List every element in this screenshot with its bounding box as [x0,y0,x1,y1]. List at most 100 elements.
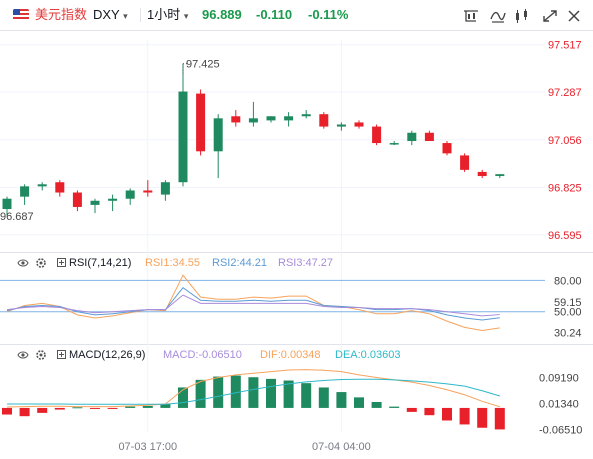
candle-body [301,114,311,117]
rsi-axis-label: 80.00 [554,275,582,287]
candle-body [319,114,329,127]
eye-icon[interactable] [17,348,29,362]
macd-line-dif [6,369,500,408]
interval-selector[interactable]: 1小时 ▾ [147,6,188,25]
rsi-axis-label: 59.15 [554,297,582,309]
price-change: -0.110 [256,7,293,22]
rsi-line-rsi3 [6,294,500,317]
us-flag-icon [13,9,29,21]
candle-body [354,122,364,127]
macd-histogram-bar [283,380,294,408]
high-price-label: 97.425 [186,59,220,71]
price-axis-label: 97.287 [548,87,582,99]
rsi-line-rsi1 [6,274,500,331]
candle-body [231,116,241,123]
candle-body [160,182,170,195]
macd-histogram-bar [125,406,136,408]
chart-type-icon[interactable] [462,8,480,24]
candle-body [389,143,399,145]
macd-histogram-bar [266,378,276,408]
macd-histogram-bar [336,392,347,408]
candle-body [196,93,206,152]
candle-body [495,174,505,177]
macd-histogram-bar [354,397,364,408]
rsi2-value: RSI2:44.21 [212,257,268,269]
indicators-icon[interactable] [489,8,507,24]
macd-histogram-bar [160,403,171,408]
macd-histogram-bar [178,387,188,408]
macd-histogram-bar [37,407,48,413]
expand-icon[interactable] [57,350,66,359]
dea-value: DEA:0.03603 [335,349,401,361]
macd-line-dea [7,378,500,405]
candle-body [424,132,434,141]
time-axis-label: 07-04 04:00 [312,441,371,453]
candle-body [72,192,82,207]
eye-icon[interactable] [17,256,29,270]
macd-histogram-bar [90,407,100,409]
candle-body [284,116,294,121]
symbol-selector[interactable]: DXY ▾ [93,6,128,25]
symbol-label: DXY [93,7,120,22]
chevron-down-icon: ▾ [123,11,128,21]
candle-body [213,118,223,152]
macd-histogram-bar [19,407,30,417]
macd-title: MACD(12,26,9) [69,349,146,361]
candle-body [178,91,188,183]
gear-icon[interactable] [35,348,47,362]
candle-body [248,118,258,123]
chart-toolbar: 美元指数 DXY ▾ 1小时 ▾ 96.889 -0.110 -0.11% [0,0,593,30]
macd-histogram-bar [494,407,505,430]
macd-axis-label: 0.01340 [539,399,579,411]
compare-icon[interactable] [513,8,531,24]
macd-histogram-bar [406,407,417,412]
price-axis-label: 96.825 [548,182,582,194]
dif-value: DIF:0.00348 [260,349,321,361]
low-price-label: 96.687 [0,211,34,223]
macd-histogram-bar [248,377,259,408]
instrument-name: 美元指数 [35,7,88,22]
candle-body [143,190,153,193]
last-price: 96.889 [202,7,242,22]
candle-body [442,143,452,154]
candle-body [477,171,487,177]
candle-body [90,200,100,205]
rsi-axis-label: 30.24 [554,327,582,339]
macd-histogram-bar [459,407,470,425]
candle-body [37,184,47,187]
gear-icon[interactable] [35,256,47,270]
macd-histogram-bar [54,407,65,410]
candle-body [108,198,118,201]
macd-histogram-bar [107,407,118,409]
macd-histogram-bar [142,405,153,408]
macd-histogram-bar [213,376,224,408]
macd-histogram-bar [72,407,83,409]
interval-label: 1小时 [147,7,181,22]
macd-histogram-bar [230,375,241,408]
price-axis-label: 96.595 [548,230,582,242]
macd-histogram-bar [442,407,452,421]
close-icon[interactable] [565,8,583,24]
rsi1-value: RSI1:34.55 [145,257,201,269]
rsi-axis-label: 50.00 [554,307,582,319]
macd-histogram-bar [424,407,435,416]
macd-histogram-bar [195,379,206,408]
price-axis-label: 97.517 [548,40,582,52]
expand-icon[interactable] [57,258,66,267]
price-change-percent: -0.11% [308,7,349,22]
macd-histogram-bar [477,407,488,428]
candle-body [55,182,65,193]
candle-body [266,116,276,121]
candle-body [20,186,30,197]
macd-histogram-bar [2,407,12,415]
macd-histogram-bar [301,383,312,408]
candle-body [2,198,12,210]
fullscreen-icon[interactable] [541,8,559,24]
candle-body [407,132,417,141]
candle-body [336,124,346,127]
candle-body [460,155,470,170]
rsi-title: RSI(7,14,21) [69,257,132,269]
toolbar-divider [140,8,141,22]
macd-histogram-bar [318,387,329,408]
